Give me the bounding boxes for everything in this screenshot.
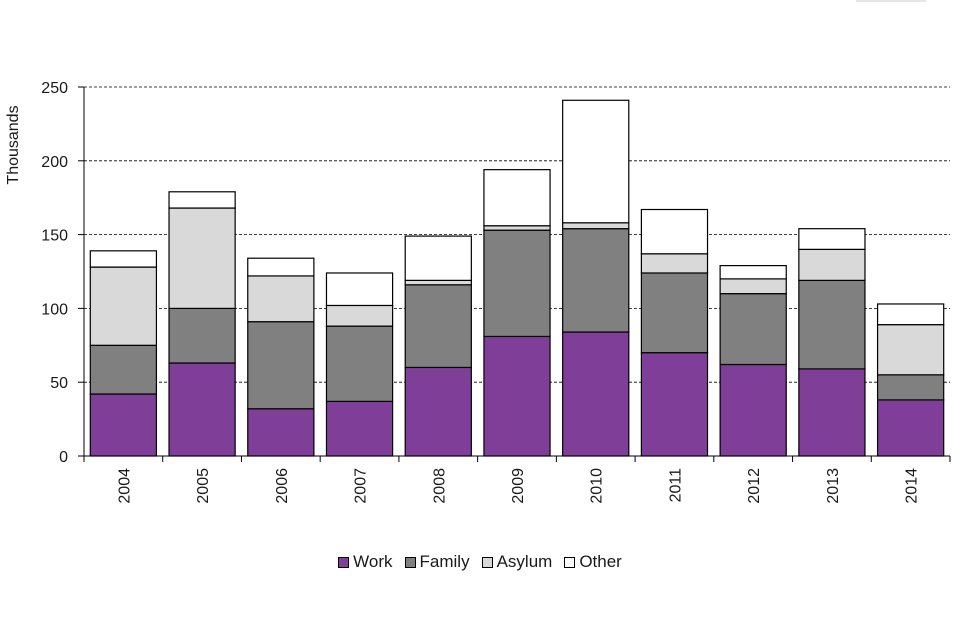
x-tick-label: 2014 [904,468,921,504]
x-tick-label: 2008 [431,468,448,504]
bars [89,99,945,457]
bar-asylum-2005 [168,207,236,309]
y-tick-label: 200 [41,154,68,171]
legend-item-family: Family [404,552,470,572]
x-tick-label: 2004 [116,468,133,504]
bar-other-2012 [719,264,787,280]
y-tick-label: 0 [59,449,68,466]
bar-other-2014 [876,303,945,326]
bar-other-2006 [247,257,315,277]
bar-work-2011 [640,352,709,457]
bar-family-2012 [719,293,787,366]
y-tick-label: 150 [41,228,68,245]
bar-work-2009 [483,335,551,457]
bar-family-2006 [247,321,315,410]
legend: Work Family Asylum Other [0,552,960,572]
bar-family-2011 [640,272,709,354]
bar-other-2005 [168,191,236,209]
legend-swatch [404,556,416,568]
y-axis-label: Thousands [5,105,22,184]
bar-asylum-2013 [798,248,866,281]
bar-asylum-2011 [640,253,709,274]
bar-other-2011 [640,208,709,255]
x-tick-label: 2012 [746,468,763,504]
bar-other-2009 [483,169,551,227]
bar-work-2013 [798,368,866,457]
bar-other-2004 [89,250,158,268]
bar-family-2009 [483,229,551,338]
bar-family-2005 [168,307,236,364]
legend-swatch [338,556,350,568]
bar-family-2004 [89,344,158,395]
bar-family-2007 [325,325,394,402]
bar-other-2008 [404,235,472,281]
bar-asylum-2008 [404,279,472,286]
y-tick-label: 50 [50,375,68,392]
legend-label: Work [353,552,393,571]
bar-asylum-2014 [876,324,945,376]
x-tick-label: 2009 [510,468,527,504]
x-tick-label: 2005 [195,468,212,504]
bar-family-2013 [798,279,866,370]
bar-work-2012 [719,363,787,457]
bar-asylum-2010 [562,222,630,230]
legend-label: Asylum [496,552,553,571]
bar-work-2008 [404,366,472,457]
x-tick-label: 2010 [589,468,606,504]
x-tick-label: 2007 [353,468,370,504]
bar-work-2010 [562,331,630,457]
bar-other-2010 [562,99,630,224]
legend-label: Family [419,552,470,571]
axes: 0 50 100 150 200 250 2004 2005 2006 2007 2008 2009 2… [41,80,951,504]
legend-swatch [564,556,576,568]
bar-other-2007 [325,272,394,307]
bar-family-2014 [876,374,945,401]
legend-swatch [481,556,493,568]
bar-asylum-2004 [89,266,158,346]
bar-work-2005 [168,362,236,457]
top-decoration [856,0,926,2]
bar-other-2013 [798,228,866,250]
legend-label: Other [579,552,622,571]
bar-work-2014 [876,399,945,457]
bar-asylum-2006 [247,275,315,323]
legend-item-work: Work [338,552,393,572]
y-tick-label: 250 [41,80,68,97]
x-tick-label: 2013 [825,468,842,504]
bar-family-2008 [404,284,472,369]
bar-family-2010 [562,228,630,333]
bar-asylum-2007 [325,304,394,327]
x-tick-label: 2006 [274,468,291,504]
bar-asylum-2009 [483,225,551,231]
bar-asylum-2012 [719,278,787,295]
y-tick-label: 100 [41,301,68,318]
x-tick-label: 2011 [667,468,684,503]
legend-item-asylum: Asylum [481,552,553,572]
bar-work-2004 [89,393,158,457]
bar-work-2006 [247,408,315,457]
bar-work-2007 [325,400,394,457]
legend-item-other: Other [564,552,622,572]
